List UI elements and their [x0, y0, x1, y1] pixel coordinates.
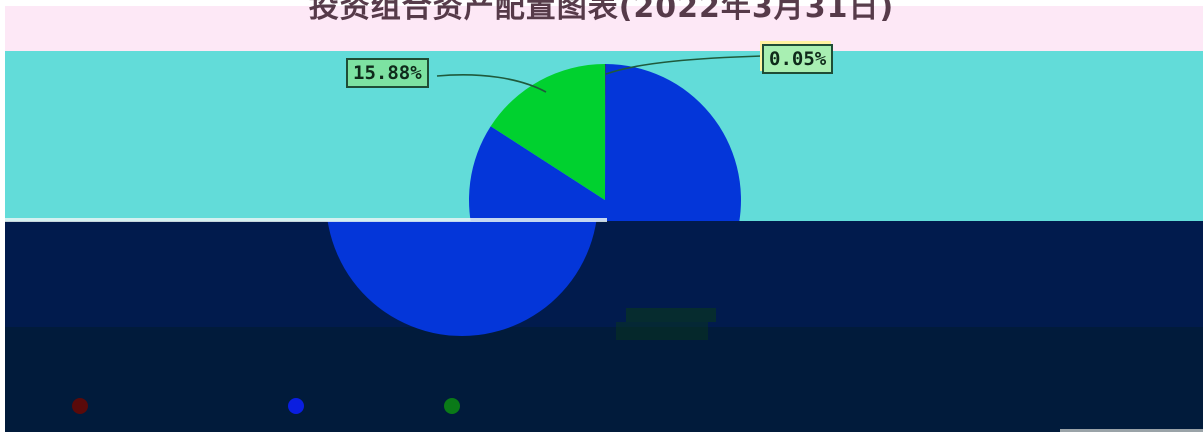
title-band: [5, 0, 1203, 51]
legend-marker: [444, 398, 460, 414]
pie-slice-1: [469, 64, 741, 221]
annotation-block: [616, 322, 708, 340]
annotation-block: [626, 308, 716, 322]
plot-band-navy: [5, 221, 1203, 327]
data-label-tiny-slice: 0.05%: [762, 44, 834, 74]
corner-strip: [1060, 429, 1203, 432]
pie-slice-2: [490, 63, 605, 200]
pie-slice-1: [327, 221, 597, 336]
legend-marker: [72, 398, 88, 414]
leader-line-green: [436, 73, 547, 93]
legend-marker: [288, 398, 304, 414]
data-label-green-slice: 15.88%: [346, 58, 429, 88]
band-seam: [5, 218, 607, 222]
legend-band: [5, 327, 1203, 432]
chart-title: 投资组合资产配置图表(2022年3月31日): [308, 0, 895, 25]
leader-line-tiny: [605, 55, 763, 75]
pie-upper-segment: [469, 63, 741, 221]
pie-lower-segment: [327, 221, 597, 336]
title-band-top-edge: [0, 0, 1203, 6]
